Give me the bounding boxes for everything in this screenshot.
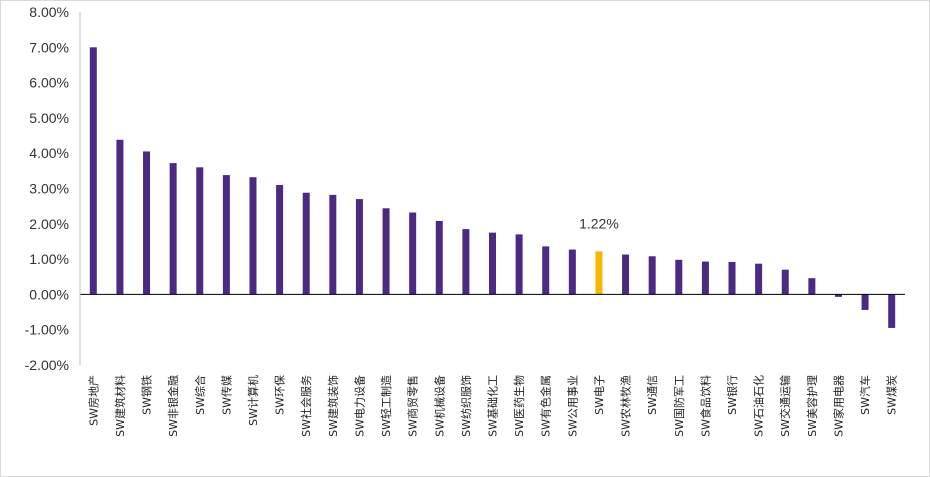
category-label: SW电力设备 [352, 375, 366, 437]
category-label: SW钢铁 [141, 375, 154, 415]
category-label: SW社会服务 [299, 375, 313, 437]
category-label: SW公用事业 [566, 375, 579, 437]
category-label: SW计算机 [246, 375, 260, 426]
category-label: SW有色金属 [539, 375, 553, 437]
bar [675, 259, 683, 295]
category-label: SW建筑材料 [113, 375, 127, 437]
category-labels: SW房地产 SW建筑材料 SW钢铁 SW非银金融 SW综合 SW传媒 SW计算机 SW环保 SW… [86, 375, 898, 437]
y-axis-ticks: -2.00% -1.00% 0.00% 1.00% 2.00% 3.00% 4.00% 5.0… [25, 4, 69, 373]
bar [276, 184, 284, 295]
y-tick-label: 2.00% [29, 216, 69, 232]
bar [595, 251, 603, 295]
category-label: SW纺织服饰 [459, 375, 473, 437]
bar [302, 192, 310, 295]
bar [409, 212, 417, 295]
category-label: SW房地产 [86, 375, 100, 426]
bar [755, 263, 763, 295]
y-tick-label: -2.00% [25, 357, 69, 373]
category-label: SW美容护理 [805, 375, 819, 437]
bar [808, 278, 816, 295]
bar [728, 261, 736, 295]
bar [622, 254, 630, 295]
category-label: SW石油石化 [752, 375, 766, 437]
category-label: SW建筑装饰 [326, 375, 340, 437]
y-tick-label: 8.00% [29, 4, 69, 20]
category-label: SW食品饮料 [698, 375, 712, 437]
y-tick-label: 3.00% [29, 181, 69, 197]
bar [249, 177, 257, 295]
category-label: SW非银金融 [166, 375, 180, 437]
y-tick-label: -1.00% [25, 322, 69, 338]
category-label: SW环保 [273, 375, 287, 415]
highlight-data-label: 1.22% [579, 215, 619, 231]
bar [435, 220, 443, 295]
y-tick-label: 0.00% [29, 286, 69, 302]
category-label: SW医药生物 [512, 375, 526, 437]
y-tick-label: 1.00% [29, 251, 69, 267]
bar [329, 194, 337, 295]
bar [143, 151, 151, 295]
category-label: SW传媒 [220, 375, 233, 415]
bar [169, 163, 177, 295]
bar [355, 199, 363, 295]
category-label: SW农林牧渔 [619, 375, 633, 437]
bar [462, 229, 470, 295]
bar [861, 294, 869, 310]
y-tick-label: 6.00% [29, 75, 69, 91]
bar [542, 246, 550, 295]
bar [489, 232, 496, 295]
bar [382, 208, 390, 295]
y-tick-label: 5.00% [29, 110, 69, 126]
category-label: SW通信 [646, 375, 659, 415]
bar [834, 294, 842, 297]
category-label: SW基础化工 [486, 375, 500, 437]
bar [515, 234, 523, 295]
category-label: SW国防军工 [672, 375, 686, 437]
category-label: SW商贸零售 [406, 375, 420, 437]
bar [222, 175, 230, 295]
bar [116, 139, 124, 295]
bar [888, 294, 896, 328]
category-label: SW汽车 [858, 375, 872, 415]
bar [196, 167, 204, 295]
category-label: SW银行 [725, 375, 739, 415]
bar [701, 261, 709, 295]
category-label: SW机械设备 [432, 375, 446, 437]
bar [648, 256, 656, 295]
y-tick-label: 7.00% [29, 39, 69, 55]
bar [89, 47, 97, 295]
category-label: SW电子 [593, 375, 606, 415]
bar [568, 249, 576, 295]
category-label: SW家用电器 [831, 375, 845, 437]
y-tick-label: 4.00% [29, 145, 69, 161]
bar [781, 269, 789, 295]
category-label: SW轻工制造 [379, 375, 393, 437]
category-label: SW综合 [193, 375, 207, 415]
category-label: SW交通运输 [778, 375, 792, 437]
bars [89, 47, 896, 328]
category-label: SW煤炭 [886, 375, 899, 415]
